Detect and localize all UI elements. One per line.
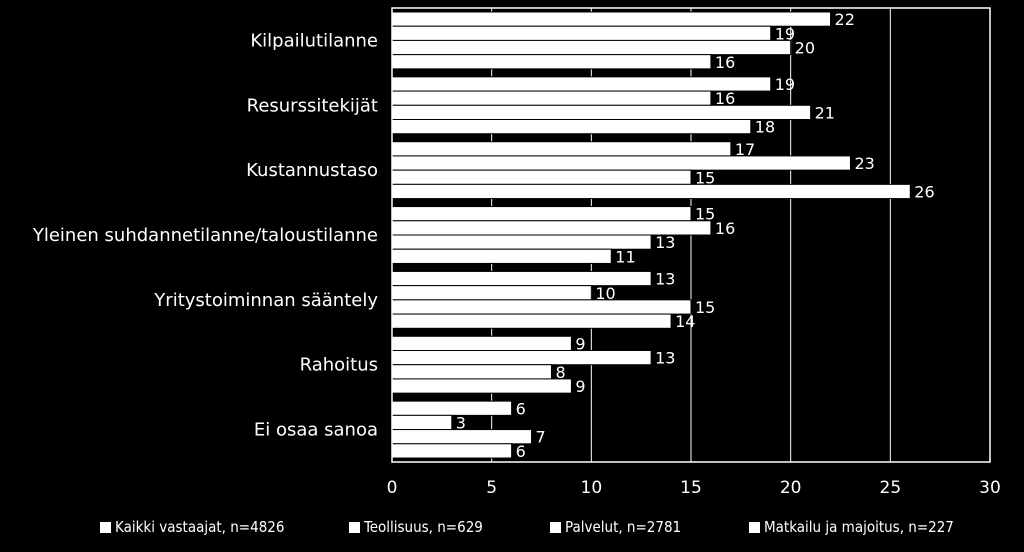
data-label: 20 bbox=[795, 39, 815, 58]
x-tick-label: 20 bbox=[780, 478, 802, 498]
x-tick-label: 5 bbox=[486, 478, 497, 498]
x-tick-labels: 0 5 10 15 20 25 30 bbox=[387, 478, 1001, 498]
bar-3-series-2 bbox=[391, 155, 851, 171]
legend-item-palvelut: Palvelut, n=2781 bbox=[550, 518, 681, 536]
legend-swatch-icon bbox=[100, 521, 111, 533]
bar-3-series-1 bbox=[391, 141, 732, 157]
bar-4-series-4 bbox=[391, 248, 612, 264]
bar-6-series-2 bbox=[391, 350, 652, 366]
legend-swatch-icon bbox=[349, 521, 360, 533]
data-label: 15 bbox=[695, 168, 715, 187]
data-labels: 2219201619162118172315261516131113101514… bbox=[456, 10, 935, 461]
data-label: 9 bbox=[575, 334, 585, 353]
data-label: 14 bbox=[675, 312, 695, 331]
data-label: 18 bbox=[755, 118, 775, 137]
bar-7-series-2 bbox=[391, 414, 453, 431]
bar-2-series-4 bbox=[391, 119, 752, 135]
data-label: 8 bbox=[555, 363, 565, 382]
bar-1-series-4 bbox=[391, 54, 712, 70]
data-label: 6 bbox=[516, 442, 526, 461]
category-label: Yleinen suhdannetilanne/taloustilanne bbox=[32, 225, 378, 246]
legend-label: Teollisuus, n=629 bbox=[364, 518, 483, 536]
bar-4-series-1 bbox=[391, 206, 692, 222]
data-label: 21 bbox=[815, 103, 835, 122]
category-label: Resurssitekijät bbox=[247, 95, 378, 116]
bar-4-series-3 bbox=[391, 234, 652, 250]
bar-7-series-1 bbox=[391, 400, 513, 416]
data-label: 26 bbox=[914, 182, 934, 201]
data-label: 22 bbox=[835, 10, 855, 29]
bar-1-series-1 bbox=[391, 11, 832, 27]
legend-label: Kaikki vastaajat, n=4826 bbox=[115, 518, 285, 536]
bar-3-series-4 bbox=[391, 183, 911, 200]
x-tick-label: 30 bbox=[979, 478, 1001, 498]
bar-1-series-2 bbox=[391, 25, 772, 41]
data-label: 16 bbox=[715, 89, 735, 108]
legend-item-matkailu: Matkailu ja majoitus, n=227 bbox=[749, 518, 954, 536]
legend-label: Palvelut, n=2781 bbox=[565, 518, 682, 536]
bar-2-series-3 bbox=[391, 104, 812, 120]
bar-5-series-4 bbox=[391, 313, 672, 329]
bar-6-series-3 bbox=[391, 364, 552, 380]
data-label: 3 bbox=[456, 413, 466, 432]
data-label: 11 bbox=[615, 247, 635, 266]
category-label: Ei osaa sanoa bbox=[254, 420, 378, 441]
data-label: 6 bbox=[516, 399, 526, 418]
category-label: Yritystoiminnan sääntely bbox=[153, 290, 378, 311]
category-label: Rahoitus bbox=[300, 355, 378, 376]
data-label: 16 bbox=[715, 53, 735, 72]
data-label: 23 bbox=[854, 154, 874, 173]
data-label: 16 bbox=[715, 219, 735, 238]
x-tick-label: 0 bbox=[387, 478, 398, 498]
data-label: 10 bbox=[595, 284, 615, 303]
data-label: 13 bbox=[655, 270, 675, 289]
bar-6-series-1 bbox=[391, 335, 572, 351]
plot-border bbox=[391, 7, 991, 463]
data-label: 19 bbox=[775, 24, 795, 43]
legend: Kaikki vastaajat, n=4826 Teollisuus, n=6… bbox=[0, 512, 1024, 544]
bar-2-series-1 bbox=[391, 76, 772, 92]
data-label: 13 bbox=[655, 349, 675, 368]
x-tick-label: 15 bbox=[680, 478, 702, 498]
data-label: 17 bbox=[735, 140, 755, 159]
bar-5-series-2 bbox=[391, 285, 592, 301]
data-label: 19 bbox=[775, 75, 795, 94]
data-label: 9 bbox=[575, 377, 585, 396]
bar-3-series-3 bbox=[391, 169, 692, 185]
bar-5-series-3 bbox=[391, 299, 692, 315]
x-tick-label: 10 bbox=[581, 478, 603, 498]
data-label: 7 bbox=[536, 428, 546, 447]
data-label: 13 bbox=[655, 233, 675, 252]
bar-7-series-4 bbox=[391, 443, 513, 459]
bar-6-series-4 bbox=[391, 378, 572, 394]
legend-label: Matkailu ja majoitus, n=227 bbox=[764, 518, 954, 536]
data-label: 15 bbox=[695, 298, 715, 317]
category-labels: Kilpailutilanne Resurssitekijät Kustannust… bbox=[32, 30, 378, 440]
bar-2-series-2 bbox=[391, 90, 712, 106]
legend-item-teollisuus: Teollisuus, n=629 bbox=[349, 518, 483, 536]
legend-swatch-icon bbox=[550, 521, 561, 533]
category-label: Kustannustaso bbox=[246, 160, 378, 181]
category-label: Kilpailutilanne bbox=[250, 30, 378, 51]
bars bbox=[391, 11, 911, 459]
chart-svg: 2219201619162118172315261516131113101514… bbox=[32, 7, 1001, 498]
x-tick-label: 25 bbox=[880, 478, 902, 498]
legend-item-kaikki: Kaikki vastaajat, n=4826 bbox=[100, 518, 284, 536]
legend-swatch-icon bbox=[749, 521, 760, 533]
data-label: 15 bbox=[695, 205, 715, 224]
